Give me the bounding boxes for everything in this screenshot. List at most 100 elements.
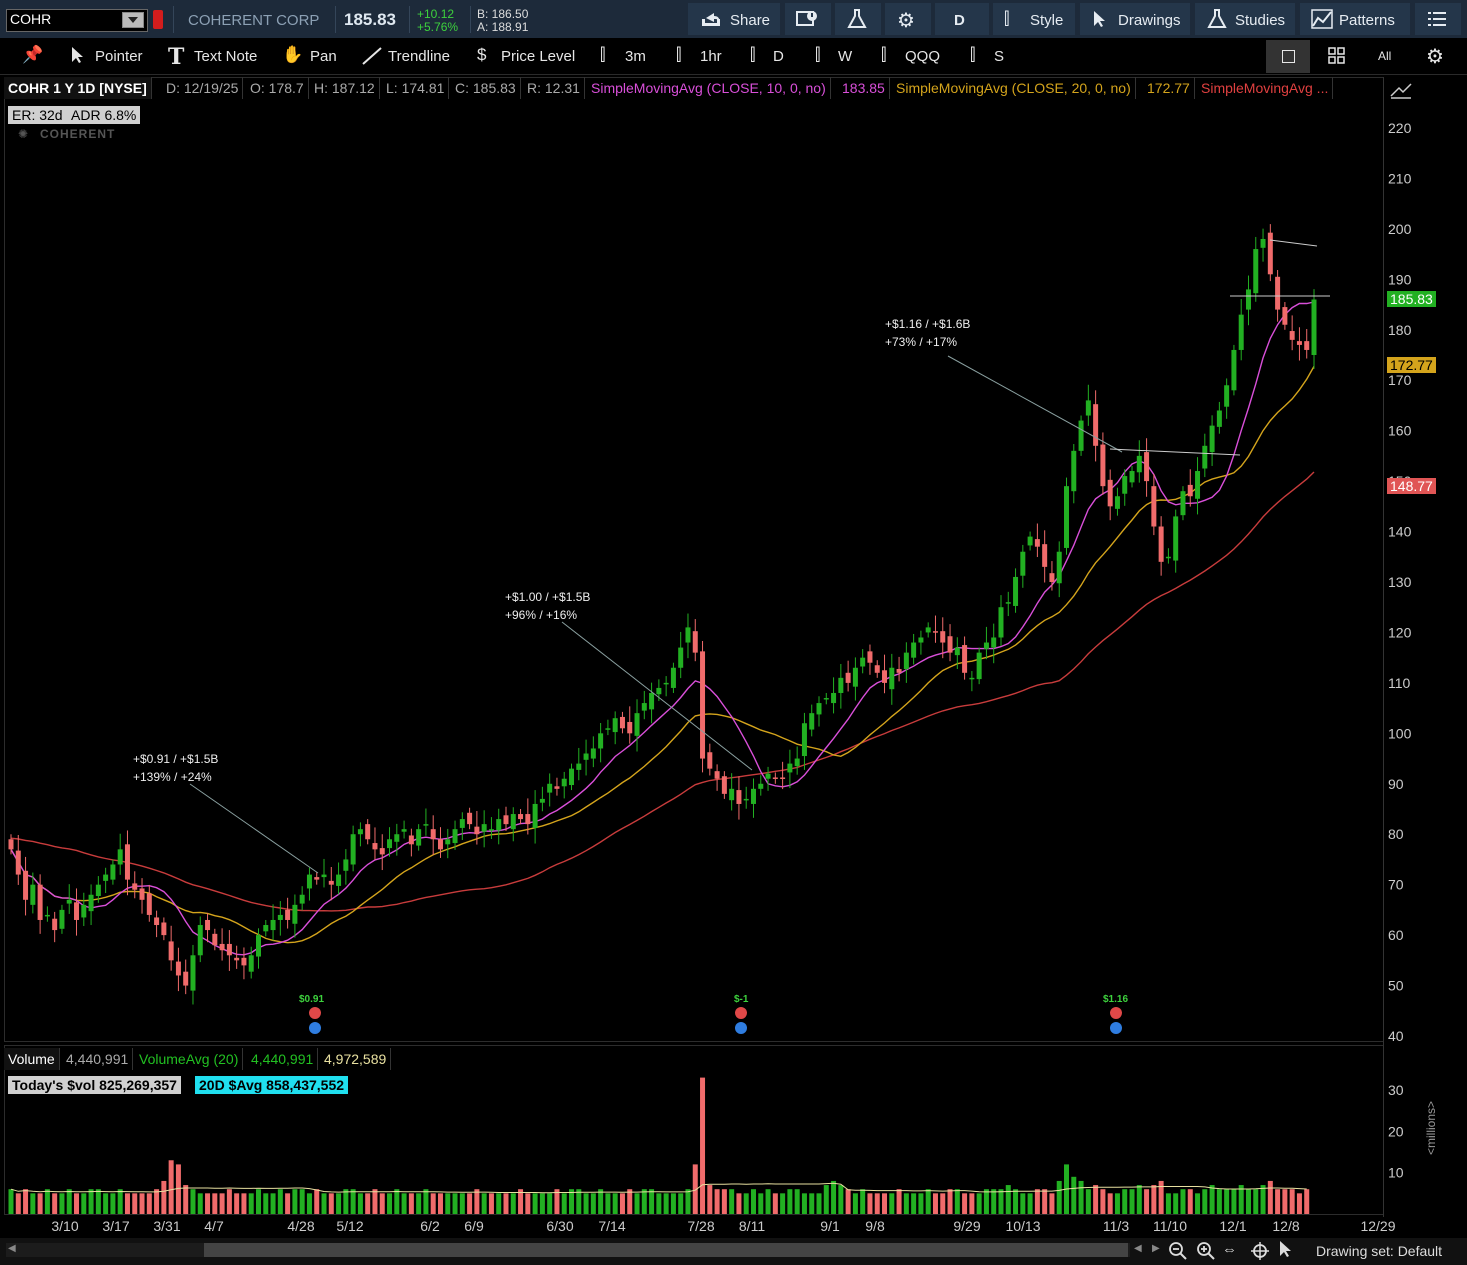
- volume-bar: [124, 1193, 130, 1214]
- scroll-left-icon[interactable]: ◀: [1134, 1243, 1142, 1254]
- candle-body: [845, 672, 851, 683]
- all-layout-button[interactable]: All: [1378, 49, 1392, 63]
- zoom-out-icon[interactable]: [1168, 1241, 1188, 1261]
- price-axis-scale-icon[interactable]: [1389, 80, 1413, 100]
- earnings-phone-icon[interactable]: [309, 1007, 321, 1019]
- period-1hr-button[interactable]: 1hr: [700, 48, 722, 65]
- pointer-icon[interactable]: [1278, 1240, 1294, 1260]
- earnings-info-icon[interactable]: [1110, 1022, 1122, 1034]
- candle-body: [1296, 341, 1302, 345]
- zoom-in-icon[interactable]: [1196, 1241, 1216, 1261]
- period-w-button[interactable]: W: [838, 48, 853, 65]
- symbol-qqq-button[interactable]: QQQ: [905, 48, 941, 65]
- earnings-phone-icon[interactable]: [1110, 1007, 1122, 1019]
- volume-bar: [336, 1193, 342, 1214]
- volume-tick-label: 20: [1388, 1123, 1404, 1139]
- candle-body: [437, 839, 443, 850]
- settings-button[interactable]: [885, 3, 931, 35]
- volume-bar: [328, 1193, 334, 1214]
- pin-icon[interactable]: 📌: [22, 45, 44, 64]
- candle-body: [314, 877, 320, 880]
- crosshair-icon[interactable]: [1250, 1241, 1270, 1261]
- earnings-info-icon[interactable]: [309, 1022, 321, 1034]
- symbol-s-button[interactable]: S: [994, 48, 1005, 65]
- volume-bar: [605, 1193, 611, 1214]
- annotation-line1: +$1.00 / +$1.5B: [505, 590, 591, 604]
- candle-body: [998, 607, 1004, 638]
- volume-bar: [350, 1189, 356, 1214]
- drawing-set-label[interactable]: Drawing set: Default: [1316, 1243, 1443, 1259]
- style-button[interactable]: [993, 3, 1075, 35]
- candle-body: [219, 943, 225, 951]
- studies-lab-button[interactable]: [835, 3, 881, 35]
- earnings-info-icon[interactable]: [735, 1022, 747, 1034]
- trendline: [1269, 239, 1318, 247]
- volume-bar: [1085, 1189, 1091, 1214]
- studies-button[interactable]: [1195, 3, 1295, 35]
- candle-body: [175, 961, 181, 976]
- volume-bar: [845, 1189, 851, 1214]
- single-layout-button[interactable]: [1266, 40, 1310, 73]
- pan-button[interactable]: Pan: [310, 48, 337, 65]
- price-axis[interactable]: [1383, 77, 1467, 1217]
- sma50-label[interactable]: SimpleMovingAvg ...: [1197, 77, 1334, 99]
- volume-bar: [321, 1193, 327, 1214]
- volume-avg-label[interactable]: VolumeAvg (20): [135, 1048, 244, 1070]
- candle-body: [95, 884, 101, 897]
- sma10-label[interactable]: SimpleMovingAvg (CLOSE, 10, 0, no): [587, 77, 831, 99]
- drawings-label: Drawings: [1118, 12, 1181, 29]
- candle-body: [1136, 455, 1142, 473]
- symbol-input[interactable]: [6, 9, 148, 32]
- period-3m-button[interactable]: 3m: [625, 48, 646, 65]
- candle-body: [117, 849, 123, 865]
- candle-body: [423, 824, 429, 826]
- volume-bar: [66, 1189, 72, 1214]
- candle-body: [328, 880, 334, 885]
- scrollbar-thumb[interactable]: [204, 1243, 1128, 1257]
- candle-body: [896, 669, 902, 673]
- period-d-button[interactable]: D: [773, 48, 784, 65]
- candle-body: [590, 748, 596, 759]
- scroll-left-icon[interactable]: ◀: [8, 1243, 16, 1254]
- volume-bar: [1253, 1189, 1259, 1214]
- volume-bar: [576, 1189, 582, 1214]
- earnings-phone-icon[interactable]: [735, 1007, 747, 1019]
- candle-icon: ⫿: [881, 45, 887, 64]
- gear-icon[interactable]: ⚙: [1426, 46, 1444, 68]
- text-note-button[interactable]: Text Note: [194, 48, 258, 65]
- trendline-button[interactable]: Trendline: [388, 48, 450, 65]
- volume-bar: [1275, 1189, 1281, 1214]
- volume-bar: [212, 1193, 218, 1214]
- candle-body: [663, 682, 669, 685]
- menu-icon: [1428, 12, 1446, 26]
- price-tick-label: 100: [1388, 725, 1412, 741]
- pan-arrows-icon[interactable]: ⇔: [1222, 1241, 1237, 1258]
- candle-body: [539, 798, 545, 803]
- date-tick-label: 9/29: [953, 1218, 980, 1234]
- sma20-label[interactable]: SimpleMovingAvg (CLOSE, 20, 0, no): [892, 77, 1136, 99]
- volume-bar: [1107, 1193, 1113, 1214]
- candle-body: [1282, 307, 1288, 325]
- candle-body: [1238, 314, 1244, 350]
- candle-body: [37, 884, 43, 920]
- grid-layout-icon[interactable]: [1328, 47, 1346, 65]
- volume-bar: [394, 1189, 400, 1214]
- scroll-right-icon[interactable]: ▶: [1152, 1243, 1160, 1254]
- candle-body: [852, 667, 858, 687]
- symbol-dropdown-button[interactable]: [122, 12, 144, 28]
- link-group-tag[interactable]: [153, 10, 163, 29]
- sma20-price-badge: 172.77: [1387, 357, 1436, 373]
- volume-bar: [991, 1189, 997, 1214]
- candle-body: [700, 651, 706, 759]
- pointer-button[interactable]: Pointer: [95, 48, 143, 65]
- candle-body: [44, 914, 50, 917]
- volume-bar: [823, 1185, 829, 1214]
- price-level-button[interactable]: Price Level: [501, 48, 576, 65]
- price-tick-label: 220: [1388, 120, 1412, 136]
- candle-body: [1253, 249, 1259, 294]
- aggregation-period-button[interactable]: [935, 3, 989, 35]
- header-high: H: 187.12: [310, 77, 380, 99]
- volume-bar: [1296, 1193, 1302, 1214]
- volume-bar: [183, 1185, 189, 1214]
- volume-bar: [816, 1193, 822, 1214]
